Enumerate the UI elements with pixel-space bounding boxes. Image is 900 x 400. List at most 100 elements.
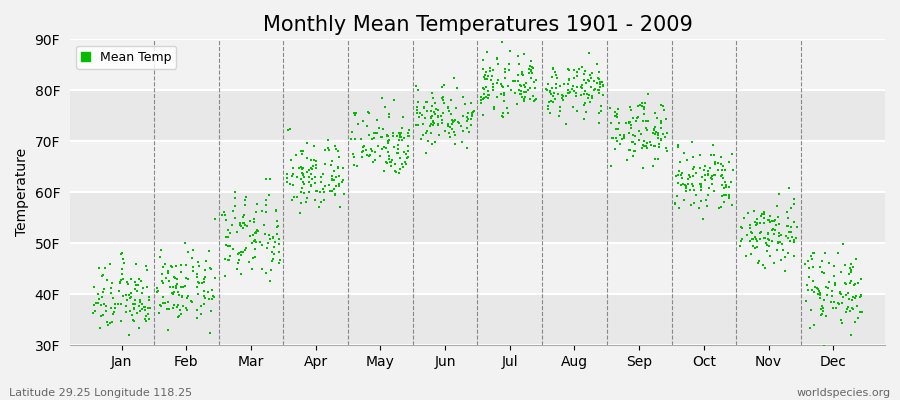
- Point: [608, 146, 622, 152]
- Point: [498, 75, 512, 82]
- Point: [515, 94, 529, 100]
- Point: [774, 232, 788, 238]
- Point: [431, 120, 446, 127]
- Point: [654, 118, 669, 124]
- Point: [780, 235, 795, 241]
- Point: [637, 138, 652, 144]
- Point: [611, 126, 625, 132]
- Point: [486, 67, 500, 73]
- Point: [553, 83, 567, 90]
- Point: [519, 80, 534, 86]
- Point: [236, 220, 250, 226]
- Point: [546, 98, 561, 105]
- Point: [258, 269, 273, 276]
- Point: [196, 288, 211, 294]
- Point: [281, 127, 295, 134]
- Point: [562, 66, 576, 73]
- Point: [181, 249, 195, 255]
- Point: [719, 184, 733, 190]
- Point: [401, 132, 416, 139]
- Point: [383, 162, 398, 169]
- Point: [608, 108, 622, 115]
- Point: [219, 242, 233, 248]
- Point: [432, 132, 446, 138]
- Point: [635, 118, 650, 124]
- Point: [613, 140, 627, 147]
- Point: [566, 104, 580, 110]
- Point: [327, 168, 341, 174]
- Point: [696, 216, 710, 222]
- Point: [196, 300, 211, 307]
- Point: [418, 104, 432, 110]
- Point: [596, 92, 610, 98]
- Point: [115, 276, 130, 283]
- Point: [426, 95, 440, 102]
- Point: [680, 181, 695, 187]
- Point: [759, 240, 773, 246]
- Point: [610, 114, 625, 120]
- Point: [344, 136, 358, 142]
- Point: [379, 145, 393, 151]
- Point: [490, 79, 504, 86]
- Point: [772, 190, 787, 197]
- Point: [672, 168, 687, 175]
- Point: [476, 84, 491, 91]
- Point: [548, 68, 562, 75]
- Point: [517, 51, 531, 57]
- Point: [718, 181, 733, 188]
- Point: [625, 139, 639, 145]
- Point: [641, 91, 655, 98]
- Point: [581, 92, 596, 98]
- Point: [158, 275, 173, 281]
- Point: [106, 295, 121, 302]
- Point: [464, 100, 478, 106]
- Point: [686, 183, 700, 190]
- Point: [549, 84, 563, 91]
- Point: [139, 318, 153, 325]
- Point: [843, 308, 858, 314]
- Point: [611, 106, 625, 112]
- Point: [580, 109, 594, 115]
- Point: [679, 184, 693, 190]
- Point: [321, 182, 336, 188]
- Point: [237, 220, 251, 226]
- Point: [431, 114, 446, 120]
- Point: [627, 141, 642, 148]
- Point: [121, 281, 135, 288]
- Point: [125, 301, 140, 308]
- Point: [692, 181, 706, 188]
- Point: [570, 108, 584, 115]
- Point: [734, 224, 748, 230]
- Point: [208, 216, 222, 222]
- Point: [152, 254, 166, 260]
- Point: [517, 89, 531, 96]
- Point: [780, 223, 795, 230]
- Point: [477, 86, 491, 92]
- Point: [104, 280, 119, 286]
- Point: [208, 275, 222, 281]
- Point: [626, 152, 640, 159]
- Point: [163, 284, 177, 290]
- Point: [638, 125, 652, 132]
- Point: [529, 77, 544, 83]
- Point: [138, 307, 152, 314]
- Point: [660, 130, 674, 136]
- Point: [269, 207, 284, 214]
- Point: [806, 264, 820, 271]
- Point: [555, 92, 570, 98]
- Point: [585, 69, 599, 76]
- Point: [300, 195, 314, 201]
- Point: [253, 239, 267, 245]
- Point: [112, 280, 127, 286]
- Point: [608, 134, 623, 141]
- Point: [742, 238, 757, 244]
- Point: [299, 199, 313, 205]
- Point: [228, 194, 242, 201]
- Point: [486, 84, 500, 91]
- Point: [734, 238, 748, 244]
- Point: [646, 142, 661, 149]
- Point: [745, 236, 760, 242]
- Point: [410, 83, 424, 89]
- Point: [561, 90, 575, 96]
- Point: [152, 302, 166, 308]
